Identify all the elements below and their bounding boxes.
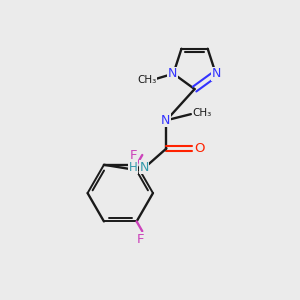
Text: H: H [128, 161, 137, 174]
Text: N: N [212, 67, 221, 80]
Text: N: N [140, 161, 149, 174]
Text: N: N [168, 67, 178, 80]
Text: CH₃: CH₃ [137, 75, 156, 85]
Text: N: N [161, 114, 170, 127]
Text: O: O [195, 142, 205, 155]
Text: F: F [130, 148, 138, 161]
Text: F: F [137, 233, 145, 246]
Text: CH₃: CH₃ [193, 108, 212, 118]
